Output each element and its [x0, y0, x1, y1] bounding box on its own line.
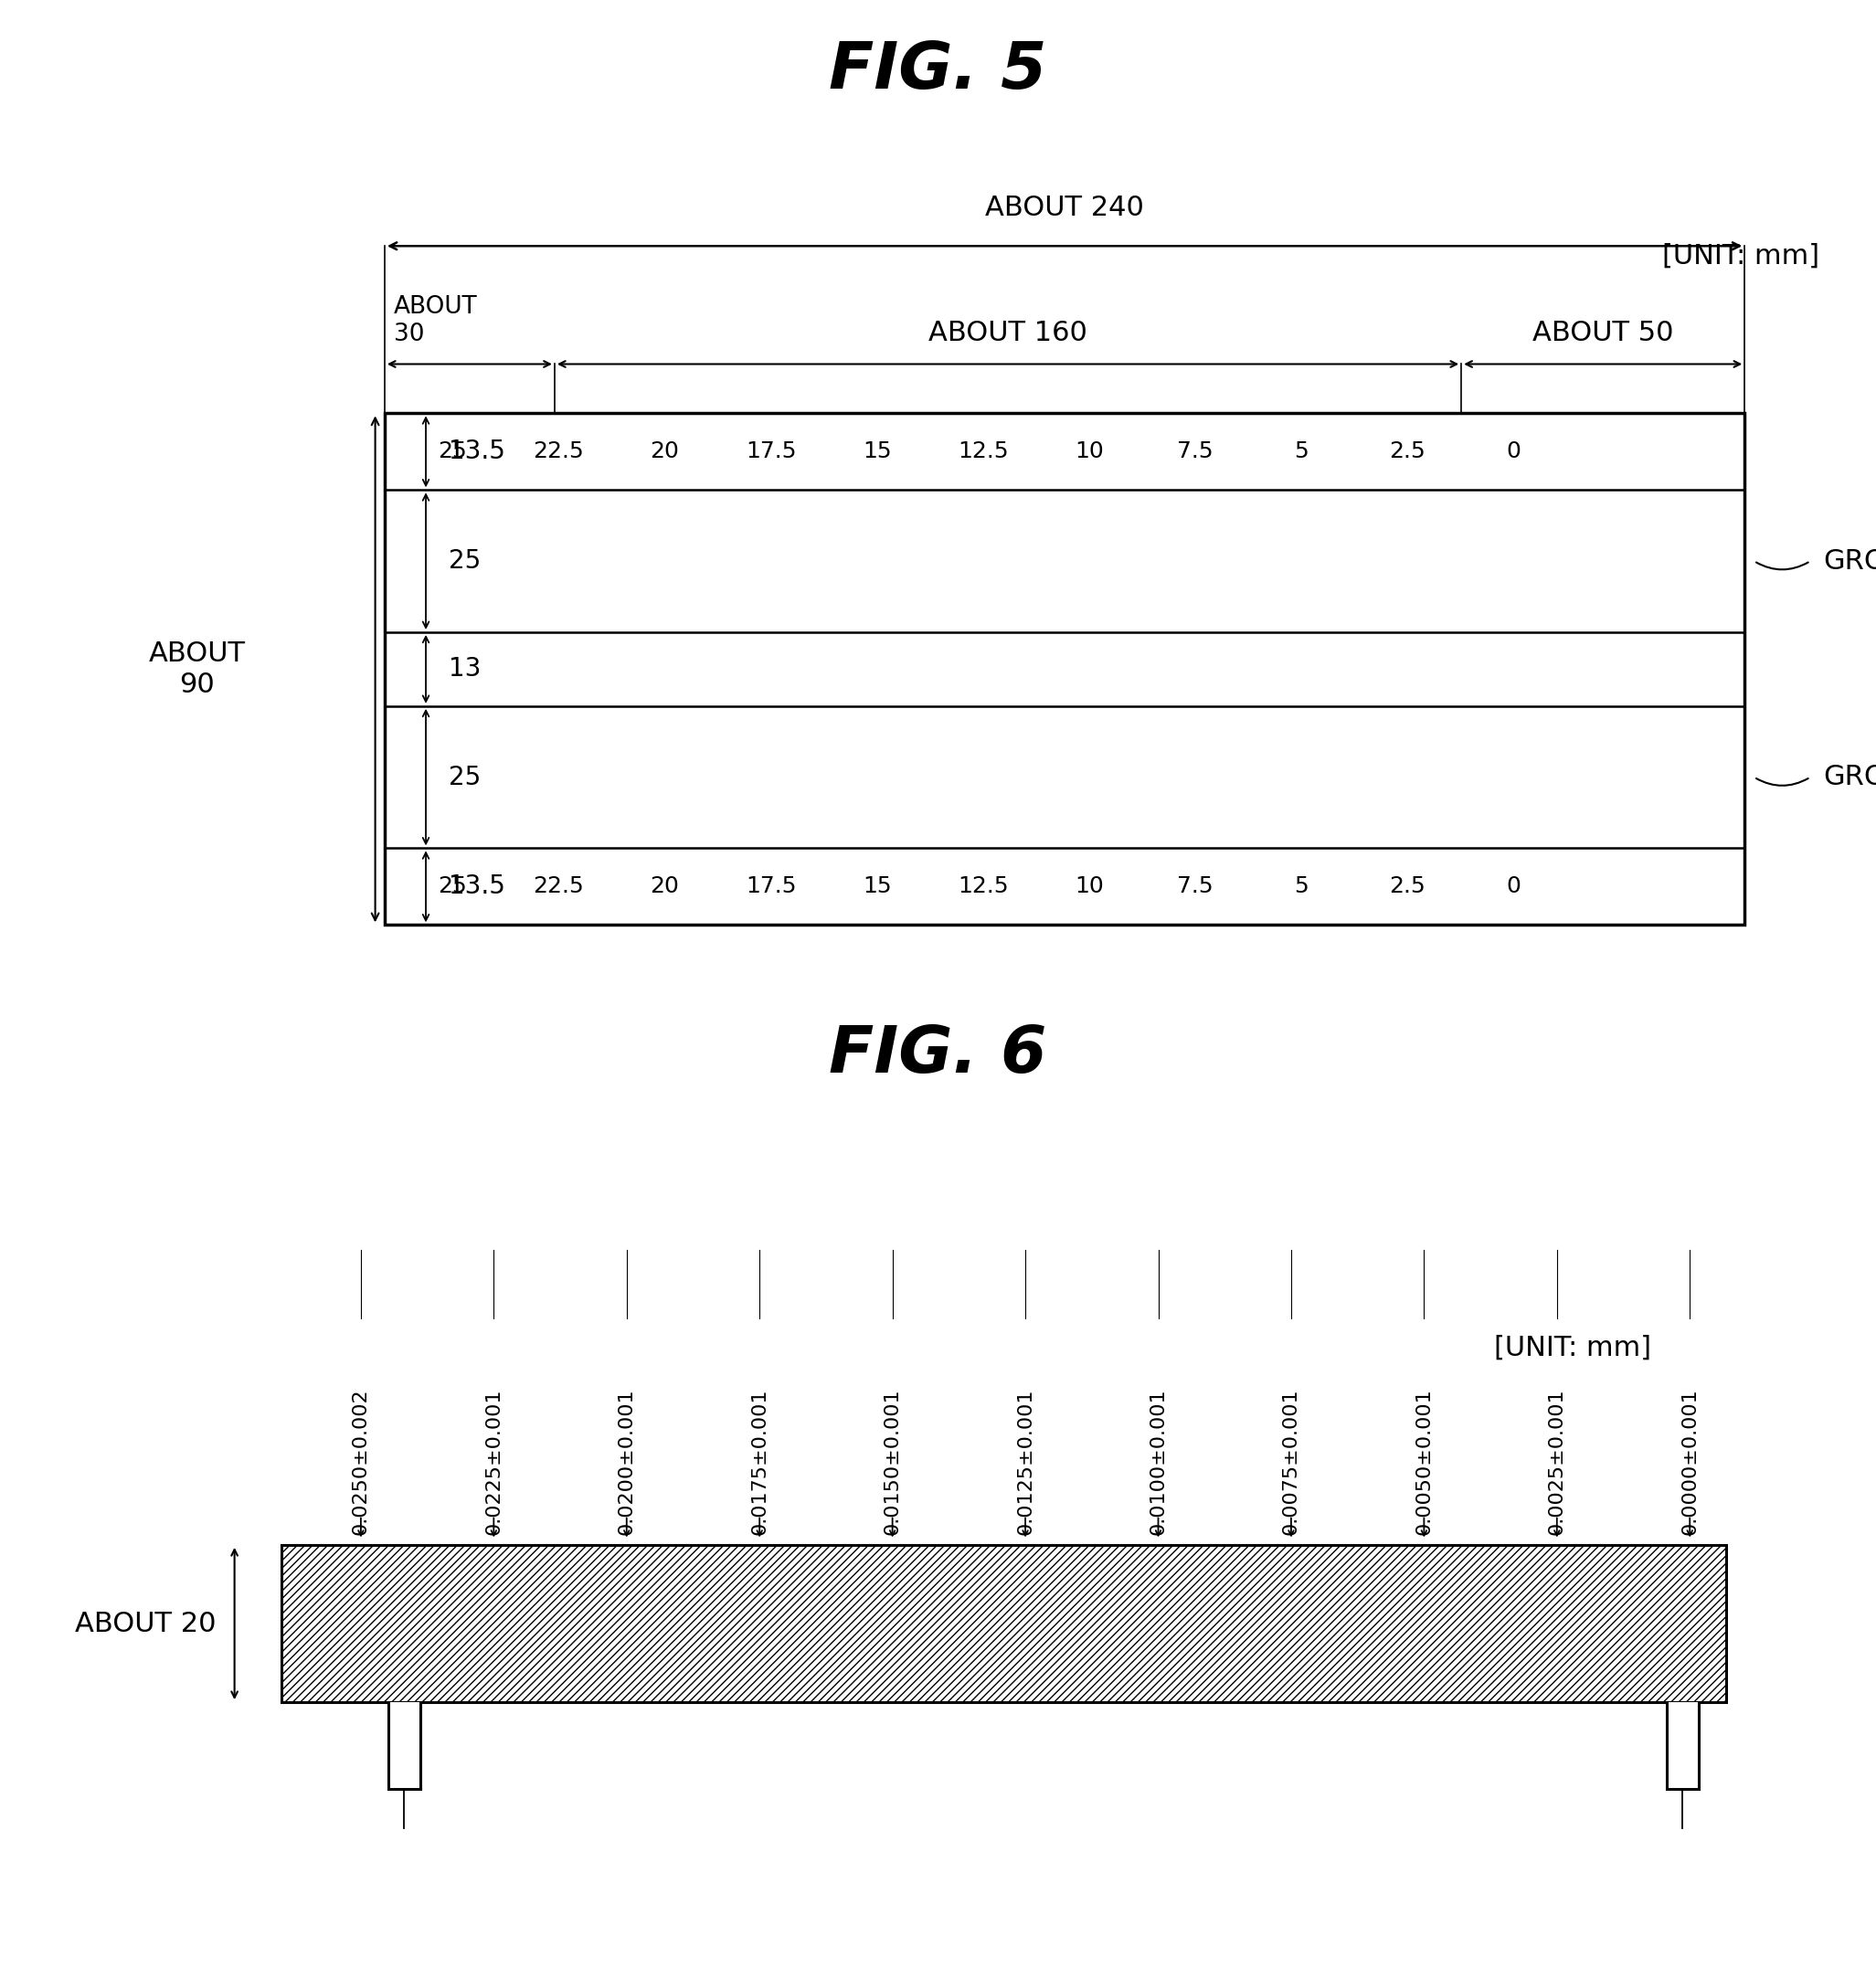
Text: 5: 5: [1294, 876, 1308, 897]
Text: 15: 15: [863, 441, 891, 462]
Text: ABOUT 20: ABOUT 20: [75, 1610, 216, 1637]
Text: 0.0000±0.001: 0.0000±0.001: [1681, 1387, 1700, 1535]
Text: GROOVE: GROOVE: [1823, 764, 1876, 791]
Text: [UNIT: mm]: [UNIT: mm]: [1662, 242, 1820, 270]
Text: 10: 10: [1075, 876, 1103, 897]
Text: 7.5: 7.5: [1176, 876, 1214, 897]
Text: 5: 5: [1294, 441, 1308, 462]
Text: 0: 0: [1506, 441, 1521, 462]
Text: ABOUT
90: ABOUT 90: [148, 640, 246, 699]
Text: 13.5: 13.5: [448, 439, 505, 464]
Text: 10: 10: [1075, 441, 1103, 462]
Text: ABOUT 50: ABOUT 50: [1533, 321, 1673, 346]
Text: 2.5: 2.5: [1390, 441, 1426, 462]
Text: FIG. 5: FIG. 5: [829, 39, 1047, 102]
Text: 20: 20: [651, 441, 679, 462]
Text: 13.5: 13.5: [448, 874, 505, 899]
Text: [UNIT: mm]: [UNIT: mm]: [1493, 1334, 1651, 1362]
Text: ABOUT
30: ABOUT 30: [394, 295, 478, 346]
Text: 17.5: 17.5: [745, 441, 795, 462]
Text: 20: 20: [651, 876, 679, 897]
Text: 12.5: 12.5: [957, 876, 1009, 897]
Text: GROOVE: GROOVE: [1823, 547, 1876, 575]
Text: 0.0100±0.001: 0.0100±0.001: [1150, 1387, 1167, 1535]
Bar: [1666, 1702, 1698, 1789]
Text: 0.0150±0.001: 0.0150±0.001: [884, 1387, 902, 1535]
Text: 25: 25: [448, 549, 480, 575]
Text: 0.0075±0.001: 0.0075±0.001: [1281, 1387, 1300, 1535]
Bar: [388, 1702, 420, 1789]
Text: 17.5: 17.5: [745, 876, 795, 897]
Text: 0: 0: [1506, 876, 1521, 897]
Text: 0.0250±0.002: 0.0250±0.002: [351, 1387, 370, 1535]
Text: ABOUT 160: ABOUT 160: [929, 321, 1088, 346]
Text: 0.0175±0.001: 0.0175±0.001: [750, 1387, 769, 1535]
Text: FIG. 6: FIG. 6: [829, 1023, 1047, 1086]
Text: 15: 15: [863, 876, 891, 897]
Bar: [385, 413, 1745, 925]
Text: 25: 25: [439, 876, 467, 897]
Text: 22.5: 22.5: [533, 876, 583, 897]
Bar: [281, 1545, 1726, 1702]
Text: ABOUT 240: ABOUT 240: [985, 195, 1144, 220]
Text: 22.5: 22.5: [533, 441, 583, 462]
Text: 0.0200±0.001: 0.0200±0.001: [617, 1387, 636, 1535]
Text: 13: 13: [448, 657, 480, 681]
Text: 0.0050±0.001: 0.0050±0.001: [1415, 1387, 1433, 1535]
Text: 12.5: 12.5: [957, 441, 1009, 462]
Text: 25: 25: [439, 441, 467, 462]
Text: 7.5: 7.5: [1176, 441, 1214, 462]
Text: 0.0125±0.001: 0.0125±0.001: [1017, 1387, 1034, 1535]
Text: 0.0225±0.001: 0.0225±0.001: [484, 1387, 503, 1535]
Text: 0.0025±0.001: 0.0025±0.001: [1548, 1387, 1566, 1535]
Text: 2.5: 2.5: [1390, 876, 1426, 897]
Text: 25: 25: [448, 764, 480, 789]
